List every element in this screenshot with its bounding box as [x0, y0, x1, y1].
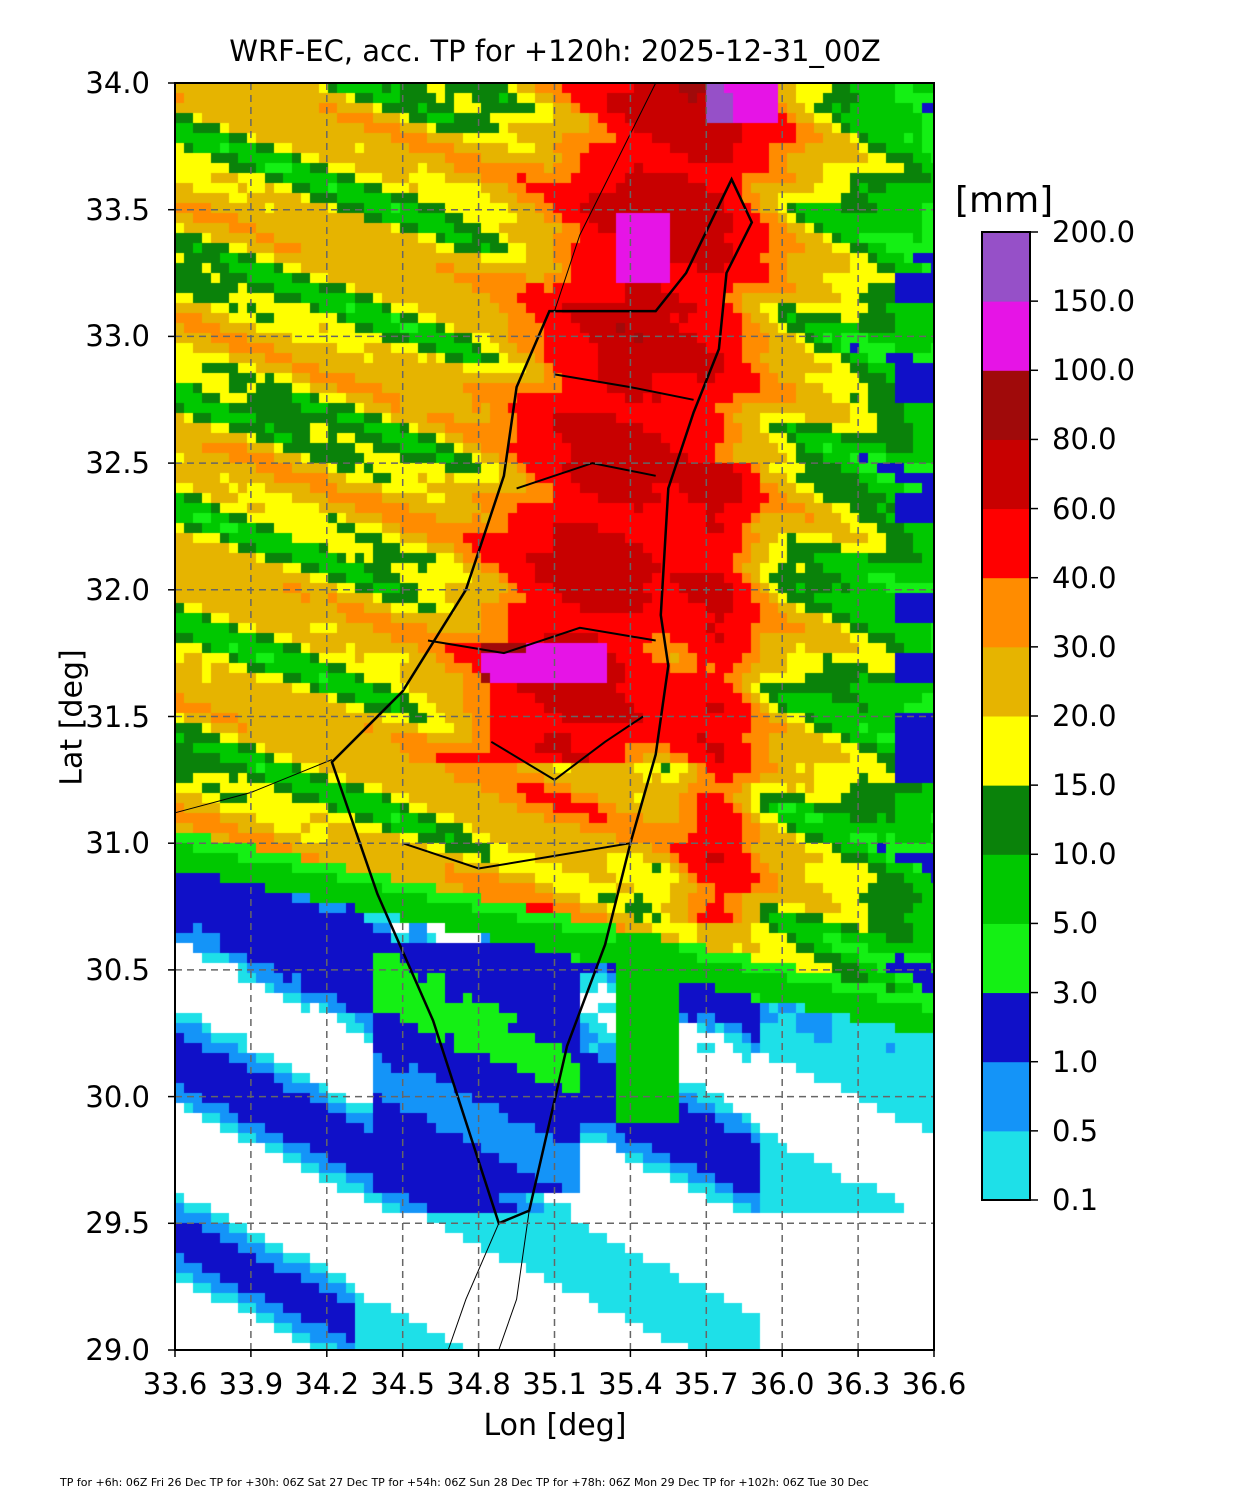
x-tick-label: 34.8: [446, 1367, 511, 1401]
colorbar-swatch: [982, 646, 1030, 717]
colorbar-swatch: [982, 577, 1030, 648]
colorbar-tick-label: 1.0: [1052, 1044, 1099, 1079]
y-tick-label: 33.5: [85, 192, 150, 227]
y-tick-label: 29.0: [85, 1333, 150, 1367]
colorbar-tick-label: 0.1: [1052, 1183, 1099, 1217]
y-tick-label: 34.0: [85, 66, 150, 100]
district-border: [554, 373, 694, 401]
colorbar-swatch: [982, 923, 1030, 994]
district-border: [402, 842, 631, 870]
district-border: [516, 462, 656, 490]
y-tick-label: 32.5: [85, 446, 150, 481]
colorbar-tick-label: 10.0: [1052, 837, 1117, 872]
colorbar-swatch: [982, 1130, 1030, 1201]
colorbar-tick-label: 150.0: [1052, 284, 1136, 319]
colorbar-swatch: [982, 716, 1030, 786]
x-tick-label: 34.5: [370, 1367, 435, 1401]
colorbar-tick-label: 15.0: [1052, 768, 1117, 803]
x-tick-label: 36.0: [749, 1367, 815, 1401]
colorbar-swatch: [982, 1061, 1030, 1132]
x-axis-label: Lon [deg]: [483, 1408, 627, 1443]
arabia-gulf-coast-east: [498, 1210, 530, 1351]
x-tick-label: 36.6: [901, 1367, 967, 1401]
y-tick-label: 31.5: [85, 699, 150, 734]
colorbar-tick-label: 40.0: [1052, 560, 1117, 595]
colorbar-tick-label: 3.0: [1052, 975, 1099, 1010]
colorbar-swatch: [982, 439, 1030, 510]
y-tick-label: 30.0: [85, 1079, 150, 1114]
x-tick-label: 35.7: [674, 1367, 739, 1401]
y-tick-label: 31.0: [85, 826, 150, 861]
sinai-gulf-coast-west: [447, 1223, 500, 1351]
x-tick-label: 35.4: [598, 1367, 663, 1401]
colorbar-swatch: [982, 785, 1030, 855]
sinai-coastline: [174, 759, 333, 814]
colorbar-tick-label: 30.0: [1052, 629, 1117, 664]
colorbar-tick-label: 200.0: [1052, 215, 1136, 249]
x-tick-label: 34.2: [294, 1367, 360, 1401]
y-tick-label: 32.0: [85, 572, 150, 607]
district-border: [427, 626, 656, 655]
colorbar-swatch: [982, 508, 1030, 579]
district-border: [490, 715, 644, 782]
colorbar-unit: [mm]: [955, 180, 1054, 221]
y-axis-label: Lat [deg]: [54, 649, 90, 786]
colorbar-swatch: [982, 232, 1030, 302]
colorbar-swatch: [982, 301, 1030, 371]
y-tick-label: 33.0: [85, 319, 150, 354]
x-tick-label: 33.9: [218, 1367, 284, 1401]
footer-text: TP for +6h: 06Z Fri 26 Dec TP for +30h: …: [60, 1476, 869, 1486]
colorbar-swatch: [982, 992, 1030, 1063]
x-tick-label: 35.1: [522, 1367, 587, 1401]
colorbar-tick-label: 5.0: [1052, 906, 1099, 941]
lebanon-coastline: [554, 82, 657, 312]
y-tick-label: 30.5: [85, 952, 150, 987]
colorbar-tick-label: 80.0: [1052, 422, 1117, 457]
plot-frame: [174, 82, 935, 1351]
x-tick-label: 36.3: [825, 1367, 891, 1401]
colorbar-swatch: [982, 854, 1030, 924]
colorbar-tick-label: 20.0: [1052, 699, 1117, 733]
country-border-outline: [330, 176, 754, 1225]
colorbar-tick-label: 100.0: [1052, 353, 1136, 388]
y-tick-label: 29.5: [85, 1206, 150, 1241]
colorbar-tick-label: 0.5: [1052, 1113, 1099, 1148]
chart-title: WRF-EC, acc. TP for +120h: 2025-12-31_00…: [229, 34, 881, 68]
colorbar-swatch: [982, 370, 1030, 440]
x-tick-label: 33.6: [142, 1367, 208, 1401]
colorbar-tick-label: 60.0: [1052, 491, 1117, 526]
